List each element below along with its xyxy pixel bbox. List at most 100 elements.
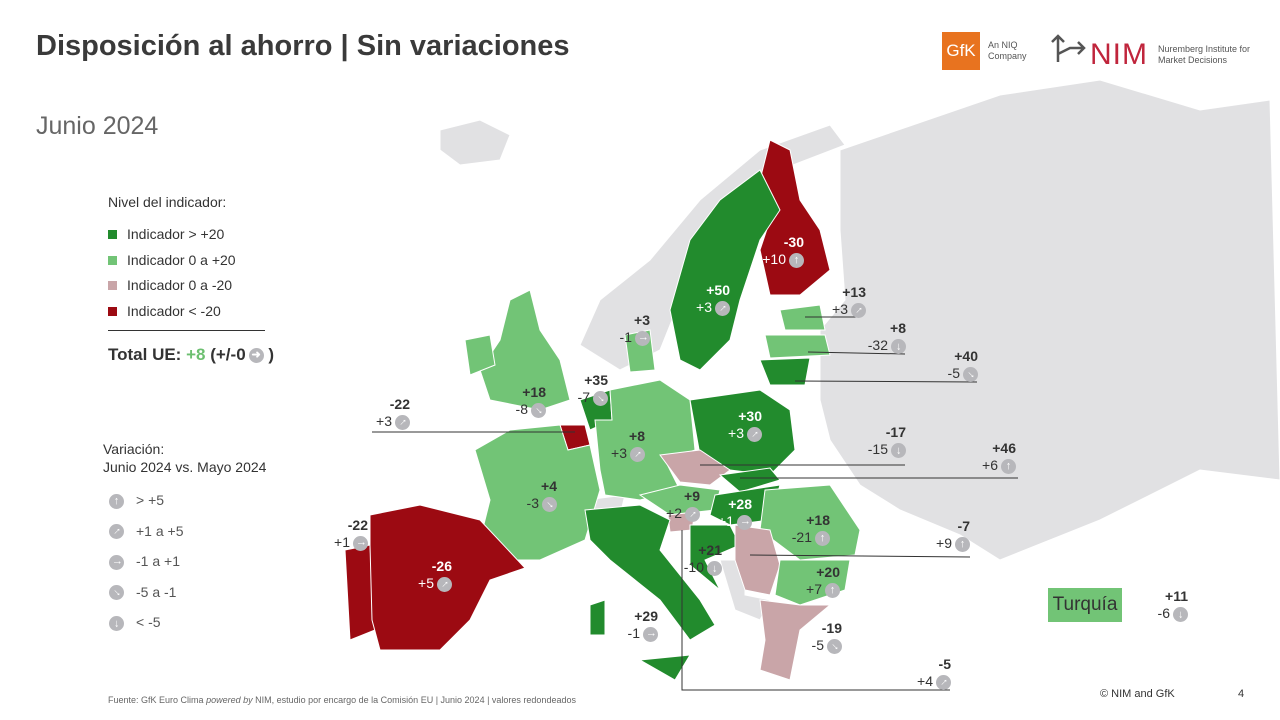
arrow-downright-icon: ↑ bbox=[109, 585, 124, 601]
legend-label: Indicador < -20 bbox=[127, 302, 221, 319]
change-value: +1 bbox=[718, 513, 734, 529]
country-label-uk: +18 -8 ↑ bbox=[516, 384, 546, 418]
variation-label: < -5 bbox=[136, 614, 161, 630]
change-value: +3 bbox=[611, 445, 627, 461]
country-label-be: -22 +3 ↑ bbox=[376, 396, 410, 430]
footer-source: Fuente: GfK Euro Clima powered by NIM, e… bbox=[108, 695, 576, 705]
legend-swatch bbox=[108, 255, 117, 265]
country-sk bbox=[718, 467, 781, 493]
legend-divider bbox=[108, 330, 265, 331]
country-gr bbox=[759, 599, 832, 681]
change-value: -5 bbox=[811, 637, 824, 653]
country-it bbox=[589, 599, 606, 636]
change-value: +6 bbox=[982, 457, 998, 473]
country-rs bbox=[734, 524, 781, 596]
indicator-value: -19 bbox=[821, 620, 842, 636]
indicator-value: +40 bbox=[954, 348, 978, 364]
gfk-tagline: An NIQ Company bbox=[988, 40, 1027, 61]
legend-label: Indicador > +20 bbox=[127, 226, 225, 242]
indicator-value: -22 bbox=[347, 517, 368, 533]
variation-item: ↑ +1 a +5 bbox=[106, 523, 184, 554]
country-label-rs: -7 +9 ↑ bbox=[936, 518, 970, 552]
country-cz bbox=[659, 449, 731, 486]
arrow-right-icon: ↑ bbox=[643, 626, 658, 642]
country-label-es: -26 +5 ↑ bbox=[418, 558, 452, 592]
change-value: -5 bbox=[947, 365, 960, 381]
variation-subheading: Junio 2024 vs. Mayo 2024 bbox=[103, 459, 267, 475]
arrow-right-icon: ↑ bbox=[737, 514, 752, 530]
change-value: +7 bbox=[806, 581, 822, 597]
legend-swatch bbox=[108, 306, 117, 316]
country-lv bbox=[764, 334, 831, 359]
country-hr bbox=[689, 524, 741, 591]
nim-logo: NIM bbox=[1090, 38, 1148, 71]
change-value: -32 bbox=[867, 337, 888, 353]
arrow-downright-icon: ↑ bbox=[531, 402, 546, 418]
leader-line bbox=[794, 380, 978, 383]
arrow-right-icon: ➜ bbox=[248, 348, 264, 364]
change-value: +4 bbox=[917, 673, 933, 689]
country-label-pl: +30 +3 ↑ bbox=[728, 408, 762, 442]
country-label-fr: +4 -3 ↑ bbox=[527, 478, 557, 512]
arrow-right-icon: ↑ bbox=[353, 535, 368, 551]
change-value: -15 bbox=[867, 441, 888, 457]
indicator-value: +35 bbox=[584, 372, 608, 388]
change-value: +3 bbox=[728, 425, 744, 441]
indicator-value: +11 bbox=[1165, 588, 1188, 604]
legend-item: Indicador 0 a -20 bbox=[108, 277, 236, 303]
arrow-upright-icon: ↑ bbox=[109, 524, 124, 540]
arrow-right-icon: ↑ bbox=[109, 554, 124, 570]
arrow-up-icon: ↑ bbox=[1001, 458, 1016, 474]
variation-label: -5 a -1 bbox=[136, 583, 177, 600]
country-label-fi: -30 +10 ↑ bbox=[762, 234, 804, 268]
variation-heading: Variación: bbox=[103, 441, 165, 457]
change-value: +2 bbox=[666, 505, 682, 521]
country-label-bg: +20 +7 ↑ bbox=[806, 564, 840, 598]
change-value: +3 bbox=[376, 413, 392, 429]
indicator-value: -7 bbox=[957, 518, 970, 534]
country-label-lt: +40 -5 ↑ bbox=[948, 348, 978, 382]
indicator-value: +4 bbox=[541, 478, 557, 494]
indicator-value: +8 bbox=[629, 428, 645, 444]
legend: Indicador > +20 Indicador 0 a +20 Indicado… bbox=[108, 226, 236, 328]
leader-line bbox=[681, 530, 950, 691]
change-value: +3 bbox=[832, 301, 848, 317]
country-uk bbox=[464, 334, 496, 376]
page-number: 4 bbox=[1238, 688, 1245, 700]
country-label-ee: +13 +3 ↑ bbox=[832, 284, 866, 318]
indicator-value: +18 bbox=[806, 512, 830, 528]
total-eu-label: Total UE: bbox=[108, 345, 182, 364]
indicator-value: +20 bbox=[816, 564, 840, 580]
country-label-tr: +11 -6 ↑ bbox=[1158, 588, 1188, 622]
country-label-it: +29 -1 ↑ bbox=[628, 608, 658, 642]
total-eu-change: (+/-0 bbox=[210, 345, 246, 364]
arrow-up-icon: ↑ bbox=[109, 493, 124, 509]
arrow-upright-icon: ↑ bbox=[437, 576, 452, 592]
indicator-value: +46 bbox=[992, 440, 1016, 456]
indicator-value: +29 bbox=[634, 608, 658, 624]
arrow-downright-icon: ↑ bbox=[963, 366, 978, 382]
arrow-upright-icon: ↑ bbox=[685, 506, 700, 522]
arrow-upright-icon: ↑ bbox=[715, 300, 730, 316]
legend-item: Indicador < -20 bbox=[108, 303, 236, 329]
variation-label: > +5 bbox=[136, 492, 165, 508]
country-label-dk: +3 -1 ↑ bbox=[620, 312, 650, 346]
variation-legend: ↑ > +5 ↑ +1 a +5 ↑ -1 a +1 ↑ -5 a -1 ↑ < -5 bbox=[106, 492, 184, 645]
legend-swatch bbox=[108, 230, 117, 239]
arrow-down-icon: ↑ bbox=[109, 615, 124, 631]
country-label-nl: +35 -7 ↑ bbox=[578, 372, 608, 406]
source-text-2: NIM, estudio por encargo de la Comisión … bbox=[255, 695, 576, 705]
country-label-gr: -19 -5 ↑ bbox=[812, 620, 842, 654]
indicator-value: -5 bbox=[938, 656, 951, 672]
country-se bbox=[669, 169, 781, 371]
arrow-downright-icon: ↑ bbox=[827, 638, 842, 654]
copyright: © NIM and GfK bbox=[1100, 688, 1175, 700]
variation-item: ↑ < -5 bbox=[106, 614, 184, 645]
page-title: Disposición al ahorro | Sin variaciones bbox=[36, 30, 570, 62]
variation-item: ↑ > +5 bbox=[106, 492, 184, 523]
indicator-value: +13 bbox=[842, 284, 866, 300]
variation-label: +1 a +5 bbox=[136, 522, 184, 539]
arrow-right-icon: ↑ bbox=[635, 330, 650, 346]
arrow-upright-icon: ↑ bbox=[395, 414, 410, 430]
total-eu: Total UE: +8 (+/-0 ➜ ) bbox=[108, 345, 274, 365]
